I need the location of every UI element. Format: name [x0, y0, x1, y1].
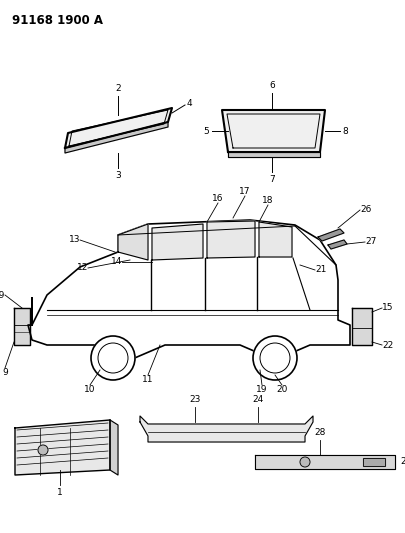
Text: 22: 22	[381, 341, 392, 350]
Text: 25: 25	[399, 457, 405, 466]
Polygon shape	[15, 420, 110, 475]
Circle shape	[299, 457, 309, 467]
Text: 23: 23	[189, 395, 200, 404]
Polygon shape	[65, 108, 172, 148]
Text: 21: 21	[314, 265, 326, 274]
Bar	[362, 458, 384, 466]
Polygon shape	[258, 222, 291, 257]
Text: 16: 16	[212, 194, 223, 203]
Text: 24: 24	[252, 395, 263, 404]
Bar	[362, 458, 384, 466]
Polygon shape	[65, 122, 168, 153]
Polygon shape	[327, 240, 346, 249]
Text: 28: 28	[313, 428, 325, 437]
Polygon shape	[14, 308, 30, 345]
Polygon shape	[207, 221, 254, 258]
Text: 4: 4	[187, 99, 192, 108]
Text: 14: 14	[110, 257, 122, 266]
Polygon shape	[228, 152, 319, 157]
Text: 19: 19	[256, 385, 267, 394]
Text: 1: 1	[57, 488, 63, 497]
Text: 27: 27	[364, 238, 375, 246]
Text: 10: 10	[84, 385, 96, 394]
Circle shape	[252, 336, 296, 380]
Text: 18: 18	[262, 196, 273, 205]
Text: 3: 3	[115, 171, 121, 180]
Text: 12: 12	[77, 263, 88, 272]
Circle shape	[38, 445, 48, 455]
Text: 17: 17	[239, 187, 250, 196]
Text: 15: 15	[381, 303, 392, 312]
Polygon shape	[110, 420, 118, 475]
Text: 26: 26	[359, 206, 371, 214]
Text: 7: 7	[269, 175, 274, 184]
Text: 9: 9	[2, 368, 8, 377]
Polygon shape	[317, 229, 343, 241]
Circle shape	[91, 336, 135, 380]
Polygon shape	[222, 110, 324, 152]
Text: 8: 8	[341, 126, 347, 135]
Text: 29: 29	[0, 290, 5, 300]
Polygon shape	[254, 455, 394, 469]
Text: 91168 1900 A: 91168 1900 A	[12, 14, 103, 27]
Text: 13: 13	[68, 236, 80, 245]
Text: 6: 6	[269, 81, 274, 90]
Text: 11: 11	[142, 375, 153, 384]
Polygon shape	[151, 224, 202, 260]
Polygon shape	[140, 416, 312, 442]
Text: 20: 20	[276, 385, 287, 394]
Polygon shape	[351, 308, 371, 345]
Text: 2: 2	[115, 84, 121, 93]
Polygon shape	[118, 224, 148, 260]
Text: 5: 5	[203, 126, 209, 135]
Polygon shape	[28, 220, 349, 360]
